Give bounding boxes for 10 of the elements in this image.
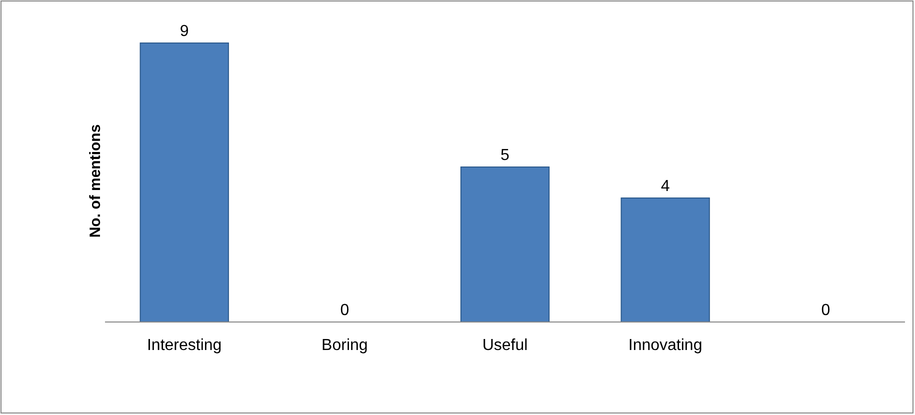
data-label: 0 <box>340 302 350 319</box>
data-label: 0 <box>821 302 830 319</box>
y-axis-title: No. of mentions <box>87 124 104 238</box>
x-tick-label: Innovating <box>628 337 702 354</box>
data-label: 4 <box>660 178 670 195</box>
x-tick-label: Useful <box>482 337 528 354</box>
data-label: 9 <box>180 23 189 40</box>
x-tick-label: Interesting <box>147 337 222 354</box>
x-tick-label: Boring <box>322 337 368 354</box>
data-label: 5 <box>500 147 510 164</box>
